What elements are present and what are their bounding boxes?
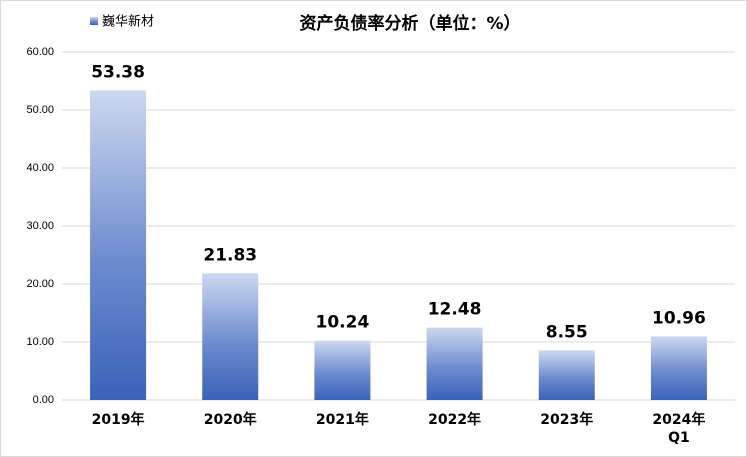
value-label: 21.83 <box>203 245 257 265</box>
y-tick-label: 30.00 <box>26 220 54 232</box>
value-label: 12.48 <box>428 300 482 320</box>
bar <box>90 90 147 400</box>
y-tick-label: 40.00 <box>26 162 54 174</box>
bar <box>426 327 483 400</box>
value-label: 8.55 <box>546 322 588 342</box>
legend-label: 巍华新材 <box>102 14 154 30</box>
y-tick-label: 0.00 <box>33 394 54 406</box>
bar <box>650 336 707 400</box>
bar <box>538 350 595 400</box>
bar <box>202 273 259 400</box>
x-tick-label: 2020年 <box>204 411 257 428</box>
value-label: 10.96 <box>652 308 706 328</box>
x-tick-label: 2019年 <box>92 411 145 428</box>
y-tick-label: 20.00 <box>26 278 54 290</box>
x-tick-label: 2022年 <box>428 411 481 428</box>
bar <box>314 340 371 400</box>
y-tick-label: 10.00 <box>26 336 54 348</box>
x-tick-label: 2024年 Q1 <box>652 411 705 446</box>
x-tick-label: 2021年 <box>316 411 369 428</box>
value-label: 53.38 <box>91 62 145 82</box>
y-tick-label: 60.00 <box>26 46 54 58</box>
y-tick-label: 50.00 <box>26 104 54 116</box>
chart-title: 资产负债率分析（单位：%） <box>299 13 520 34</box>
legend-swatch <box>90 17 98 25</box>
value-label: 10.24 <box>316 313 370 333</box>
x-tick-label: 2023年 <box>540 411 593 428</box>
